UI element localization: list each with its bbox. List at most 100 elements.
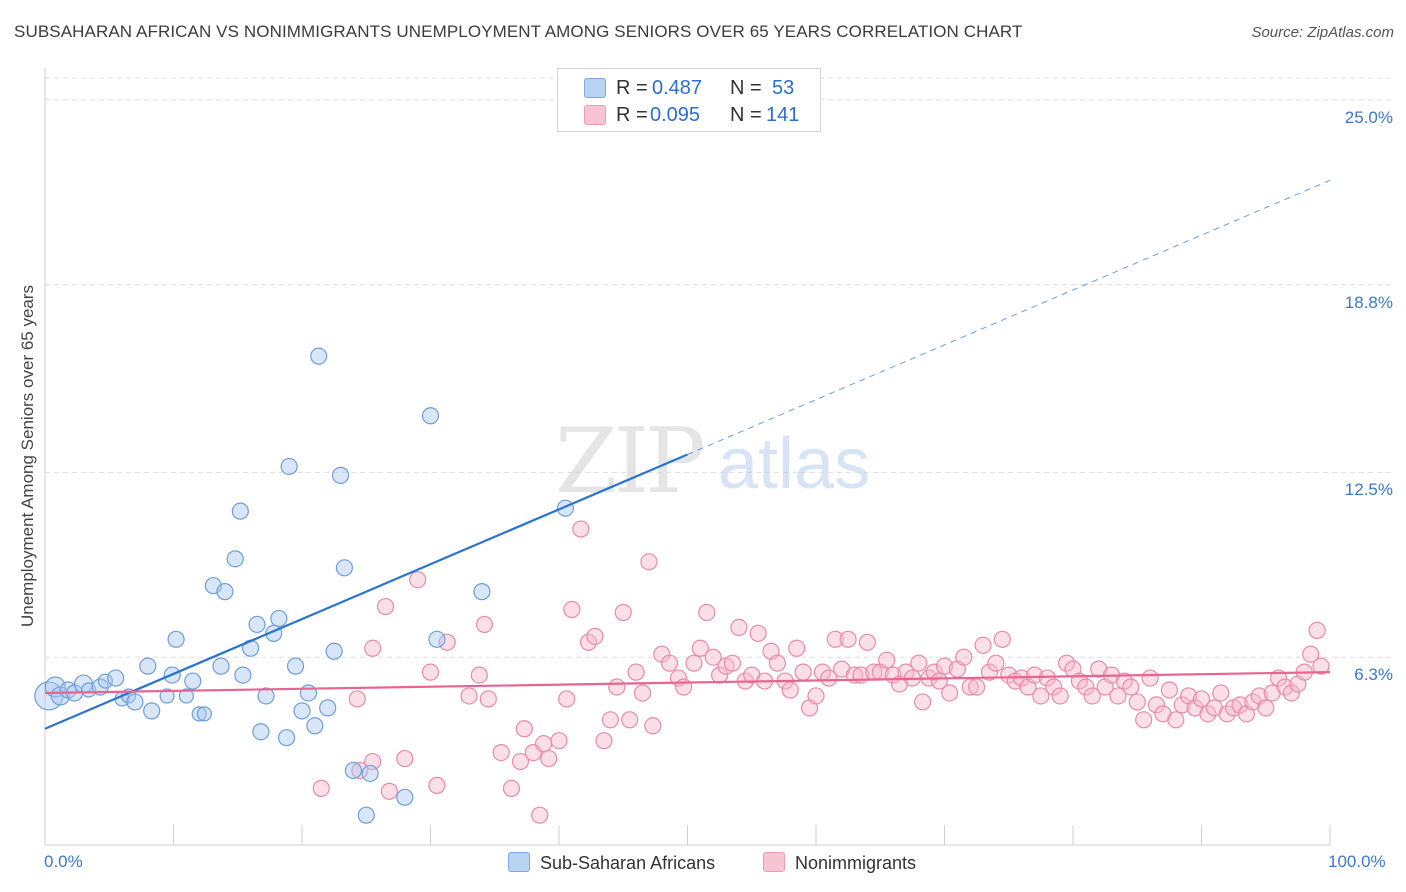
- nonimmigrants-point: [691, 639, 709, 657]
- nonimmigrants-point: [974, 636, 992, 654]
- subsaharan-point: [126, 693, 144, 711]
- subsaharan-point: [252, 723, 270, 741]
- nonimmigrants-point: [633, 684, 652, 702]
- nonimmigrants-point: [685, 654, 703, 672]
- nonimmigrants-point: [608, 678, 626, 696]
- nonimmigrants-point: [1135, 711, 1153, 729]
- nonimmigrants-point: [312, 779, 330, 797]
- subsaharan-point: [143, 702, 161, 720]
- y-tick-label: 18.8%: [1344, 292, 1393, 312]
- nonimmigrants-point: [910, 654, 928, 672]
- nonimmigrants-point: [723, 654, 742, 672]
- subsaharan-point: [293, 702, 311, 720]
- series-swatch-pink: [763, 852, 785, 872]
- nonimmigrants-point: [878, 651, 896, 669]
- nonimmigrants-point: [794, 663, 812, 681]
- nonimmigrants-point: [1308, 621, 1326, 639]
- nonimmigrants-point: [781, 681, 799, 699]
- nonimmigrants-point: [1077, 678, 1095, 696]
- nonimmigrants-point: [1051, 687, 1069, 705]
- nonimmigrants-point: [749, 624, 767, 642]
- nonimmigrants-point: [479, 690, 497, 708]
- nonimmigrants-point: [897, 663, 915, 681]
- nonimmigrants-point: [1000, 666, 1018, 684]
- legend-n-label: N =: [730, 77, 762, 99]
- nonimmigrants-point: [492, 743, 510, 762]
- nonimmigrants-point: [839, 630, 857, 648]
- legend-r-label: R =: [616, 104, 648, 126]
- subsaharan-point: [325, 642, 343, 660]
- watermark-zip: ZIP: [555, 409, 703, 514]
- nonimmigrants-point: [1083, 687, 1101, 705]
- nonimmigrants-point: [675, 678, 693, 696]
- nonimmigrants-point: [515, 720, 533, 738]
- axes: [44, 68, 1331, 846]
- nonimmigrants-point: [1147, 696, 1166, 714]
- nonimmigrants-point: [470, 666, 488, 684]
- x-tick-label-min: 0.0%: [44, 852, 83, 871]
- nonimmigrants-point: [534, 735, 553, 753]
- nonimmigrants-point: [531, 806, 549, 824]
- nonimmigrants-point: [698, 603, 716, 622]
- nonimmigrants-point: [993, 630, 1011, 648]
- nonimmigrants-point: [660, 654, 679, 672]
- nonimmigrants-point: [820, 669, 838, 687]
- series-legend-nonimmigrants: Nonimmigrants: [763, 852, 916, 874]
- subsaharan-point: [270, 609, 288, 628]
- nonimmigrants-point: [1167, 711, 1185, 729]
- nonimmigrants-point: [614, 603, 632, 622]
- y-tick-label: 6.3%: [1354, 665, 1393, 685]
- nonimmigrants-point: [1173, 696, 1191, 714]
- subsaharan-point: [139, 657, 157, 675]
- subsaharan-point: [319, 699, 337, 717]
- subsaharan-point: [473, 583, 491, 601]
- nonimmigrants-point: [409, 571, 427, 589]
- subsaharan-point: [277, 729, 296, 747]
- trend-lines: [44, 179, 1331, 730]
- nonimmigrants-point: [935, 657, 954, 675]
- nonimmigrants-point: [640, 553, 658, 571]
- subsaharan-point: [344, 761, 362, 780]
- nonimmigrants-point: [1141, 669, 1159, 687]
- subsaharan-point: [299, 684, 318, 702]
- nonimmigrants-point: [586, 627, 604, 645]
- nonimmigrants-point: [595, 732, 613, 750]
- nonimmigrants-point: [768, 654, 787, 672]
- nonimmigrants-point: [1212, 684, 1230, 702]
- nonimmigrants-point: [1045, 678, 1063, 696]
- subsaharan-point: [310, 347, 328, 365]
- subsaharan-point: [234, 666, 252, 684]
- nonimmigrants-point: [621, 711, 639, 729]
- nonimmigrants-trend-line: [44, 671, 1331, 695]
- nonimmigrants-point: [826, 630, 844, 648]
- nonimmigrants-point: [730, 618, 748, 637]
- nonimmigrants-point: [930, 672, 948, 690]
- subsaharan-point: [248, 615, 266, 634]
- nonimmigrants-point: [807, 687, 825, 705]
- nonimmigrants-point: [572, 520, 590, 538]
- subsaharan-point: [335, 559, 354, 577]
- nonimmigrants-point: [460, 687, 478, 705]
- subsaharan-point: [184, 672, 202, 690]
- nonimmigrants-point: [502, 779, 521, 797]
- nonimmigrants-point: [380, 782, 398, 800]
- nonimmigrants-point: [1128, 693, 1146, 711]
- watermark: ZIP atlas: [555, 409, 870, 514]
- nonimmigrants-point: [858, 633, 877, 651]
- nonimmigrants-point: [1032, 687, 1050, 705]
- subsaharan-point: [159, 688, 175, 704]
- chart-source: Source: ZipAtlas.com: [1251, 24, 1394, 41]
- legend-n-value: 53: [772, 77, 795, 99]
- legend-swatch-pink: [584, 105, 606, 125]
- subsaharan-point: [257, 687, 275, 705]
- nonimmigrants-point: [955, 648, 973, 666]
- y-tick-label: 12.5%: [1344, 480, 1393, 500]
- subsaharan-point: [306, 717, 324, 735]
- nonimmigrants-point: [396, 749, 414, 768]
- nonimmigrants-point: [421, 663, 440, 681]
- nonimmigrants-point: [1109, 687, 1127, 705]
- nonimmigrants-point: [1038, 669, 1056, 687]
- nonimmigrants-point: [1199, 705, 1217, 723]
- chart-title: SUBSAHARAN AFRICAN VS NONIMMIGRANTS UNEM…: [14, 22, 1023, 41]
